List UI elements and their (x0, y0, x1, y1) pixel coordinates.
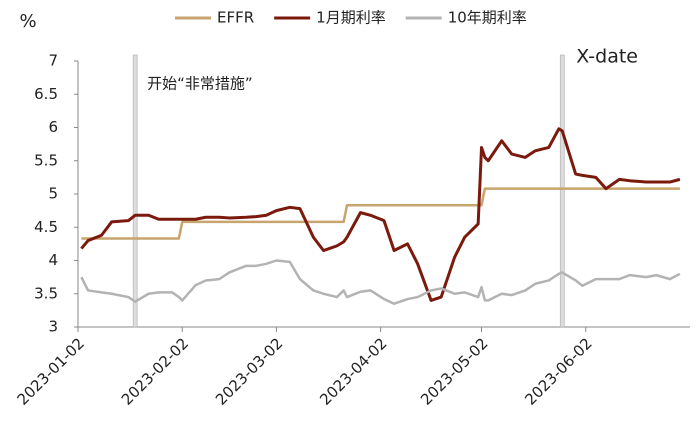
y-tick-label: 3.5 (34, 284, 58, 302)
x-tick-label: 2023-06-02 (521, 334, 595, 408)
series-line (80, 127, 681, 302)
y-axis-label: % (19, 11, 36, 32)
annotation-line (132, 54, 138, 328)
y-tick-label: 6.5 (34, 85, 58, 103)
x-tick-label: 2023-03-02 (212, 334, 286, 408)
annotation-text: 开始“非常措施” (147, 75, 253, 93)
annotation-text: X-date (576, 46, 638, 68)
y-tick-label: 5.5 (34, 151, 58, 169)
x-tick-label: 2023-01-02 (14, 334, 88, 408)
x-tick-label: 2023-04-02 (316, 334, 390, 408)
x-tick-label: 2023-02-02 (118, 334, 192, 408)
legend-label: EFFR (217, 9, 254, 27)
x-tick-label: 2023-05-02 (417, 334, 491, 408)
y-tick-label: 4 (48, 251, 58, 269)
y-tick-label: 7 (48, 52, 58, 70)
y-tick-label: 6 (48, 118, 58, 136)
y-tick-label: 5 (48, 185, 58, 203)
y-tick-label: 3 (48, 318, 58, 336)
annotation-line (559, 54, 565, 328)
legend-label: 10年期利率 (448, 9, 527, 27)
series-line (81, 187, 680, 240)
y-tick-label: 4.5 (34, 218, 58, 236)
legend-label: 1月期利率 (316, 9, 386, 27)
series-line (80, 259, 681, 305)
